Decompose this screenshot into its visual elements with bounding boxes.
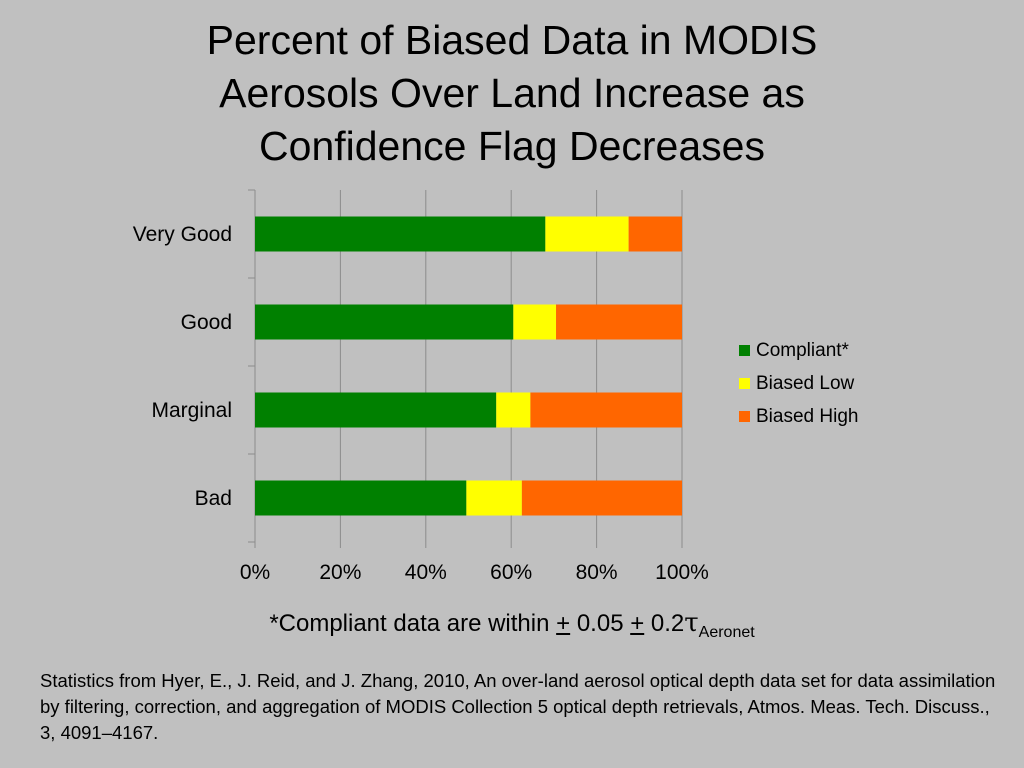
legend-swatch xyxy=(739,378,750,389)
footnote-plus-minus-1: + xyxy=(556,610,571,637)
legend-label: Biased High xyxy=(756,406,858,427)
category-label: Very Good xyxy=(133,223,232,246)
bar-segment xyxy=(466,480,522,516)
bar-segment xyxy=(545,216,629,252)
legend-label: Biased Low xyxy=(756,373,855,394)
x-tick-label: 100% xyxy=(655,561,709,584)
bar-segment xyxy=(255,392,497,428)
legend-swatch xyxy=(739,345,750,356)
footnote-tau: τ xyxy=(684,608,699,638)
bar-segment xyxy=(530,392,682,428)
title-line-1: Percent of Biased Data in MODIS xyxy=(206,17,818,63)
title-line-3: Confidence Flag Decreases xyxy=(259,123,765,169)
bar-segment xyxy=(521,480,682,516)
stacked-bar-chart: 0% 20% 40% 60% 80% 100% Very Good Good Marginal B… xyxy=(133,189,858,584)
x-tick-label: 60% xyxy=(490,561,532,584)
category-label: Good xyxy=(181,311,232,334)
legend-swatch xyxy=(739,411,750,422)
source-citation: Statistics from Hyer, E., J. Reid, and J… xyxy=(40,670,996,743)
category-label: Marginal xyxy=(151,399,232,422)
footnote-coef: 0.2 xyxy=(644,610,685,637)
x-tick-label: 20% xyxy=(319,561,361,584)
bar-segment xyxy=(255,216,546,252)
legend-label: Compliant* xyxy=(756,340,850,361)
title-line-2: Aerosols Over Land Increase as xyxy=(219,70,805,116)
chart-title: Percent of Biased Data in MODIS Aerosols… xyxy=(0,14,1024,173)
bar-segment xyxy=(628,216,682,252)
x-tick-label: 80% xyxy=(576,561,618,584)
bar-segment xyxy=(255,480,467,516)
bar-segment xyxy=(496,392,531,428)
category-label: Bad xyxy=(195,487,232,510)
bar-segment xyxy=(556,304,682,340)
footnote-prefix: *Compliant data are within xyxy=(269,610,557,637)
bar-segment xyxy=(513,304,557,340)
x-tick-label: 0% xyxy=(240,561,270,584)
footnote-mid: 0.05 xyxy=(570,610,631,637)
bar-segment xyxy=(255,304,514,340)
compliance-footnote: *Compliant data are within + 0.05 + 0.2τ… xyxy=(0,608,1024,642)
footnote-subscript: Aeronet xyxy=(698,624,755,641)
footnote-plus-minus-2: + xyxy=(630,610,645,637)
x-tick-label: 40% xyxy=(405,561,447,584)
